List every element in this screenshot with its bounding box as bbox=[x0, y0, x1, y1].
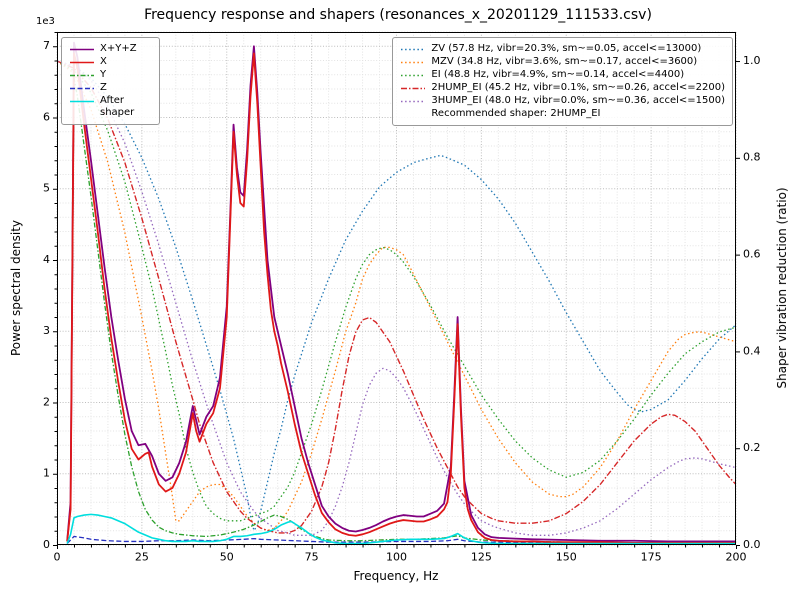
legend-line-swatch bbox=[70, 61, 94, 64]
legend-shapers: ZV (57.8 Hz, vibr=20.3%, sm~=0.05, accel… bbox=[392, 37, 733, 126]
legend-measured: X+Y+Z X Y Z After shaper bbox=[61, 37, 160, 125]
legend-item-label: 3HUMP_EI (48.0 Hz, vibr=0.0%, sm~=0.36, … bbox=[431, 95, 725, 106]
legend-item: EI (48.8 Hz, vibr=4.9%, sm~=0.14, accel<… bbox=[400, 69, 725, 81]
legend-item: 3HUMP_EI (48.0 Hz, vibr=0.0%, sm~=0.36, … bbox=[400, 95, 725, 107]
legend-line-swatch bbox=[70, 74, 94, 77]
legend-line-swatch bbox=[401, 61, 426, 64]
legend-line-swatch bbox=[70, 48, 94, 51]
x-axis-label: Frequency, Hz bbox=[353, 569, 439, 583]
legend-item: ZV (57.8 Hz, vibr=20.3%, sm~=0.05, accel… bbox=[400, 43, 725, 55]
legend-line-swatch bbox=[401, 100, 426, 103]
legend-item-label: X+Y+Z bbox=[100, 43, 137, 54]
legend-item: After shaper bbox=[69, 95, 152, 119]
legend-line-swatch bbox=[70, 100, 94, 103]
legend-item: 2HUMP_EI (45.2 Hz, vibr=0.1%, sm~=0.26, … bbox=[400, 82, 725, 94]
y-axis-label-left: Power spectral density bbox=[9, 219, 23, 357]
legend-item: MZV (34.8 Hz, vibr=3.6%, sm~=0.17, accel… bbox=[400, 56, 725, 68]
legend-item-label: ZV (57.8 Hz, vibr=20.3%, sm~=0.05, accel… bbox=[431, 43, 702, 54]
legend-line-swatch bbox=[70, 87, 94, 90]
recommended-shaper-text: Recommended shaper: 2HUMP_EI bbox=[431, 108, 601, 119]
legend-item-label: EI (48.8 Hz, vibr=4.9%, sm~=0.14, accel<… bbox=[431, 69, 685, 80]
legend-line-swatch bbox=[401, 74, 426, 77]
legend-line-swatch bbox=[401, 48, 426, 51]
legend-item: Y bbox=[69, 69, 152, 81]
y-axis-label-right: Shaper vibration reduction (ratio) bbox=[775, 187, 789, 389]
legend-item-label: MZV (34.8 Hz, vibr=3.6%, sm~=0.17, accel… bbox=[431, 56, 698, 67]
legend-item-label: X bbox=[100, 56, 107, 67]
legend-item-label: Z bbox=[100, 82, 107, 93]
chart-title: Frequency response and shapers (resonanc… bbox=[144, 7, 652, 23]
legend-item: X+Y+Z bbox=[69, 43, 152, 55]
legend-item-label: After shaper bbox=[100, 95, 135, 118]
y-axis-offset-text: 1e3 bbox=[36, 16, 55, 27]
legend-item: X bbox=[69, 56, 152, 68]
legend-item-label: Y bbox=[100, 69, 107, 80]
legend-line-swatch bbox=[401, 87, 426, 90]
legend-item: Z bbox=[69, 82, 152, 94]
legend-item-label: 2HUMP_EI (45.2 Hz, vibr=0.1%, sm~=0.26, … bbox=[431, 82, 725, 93]
